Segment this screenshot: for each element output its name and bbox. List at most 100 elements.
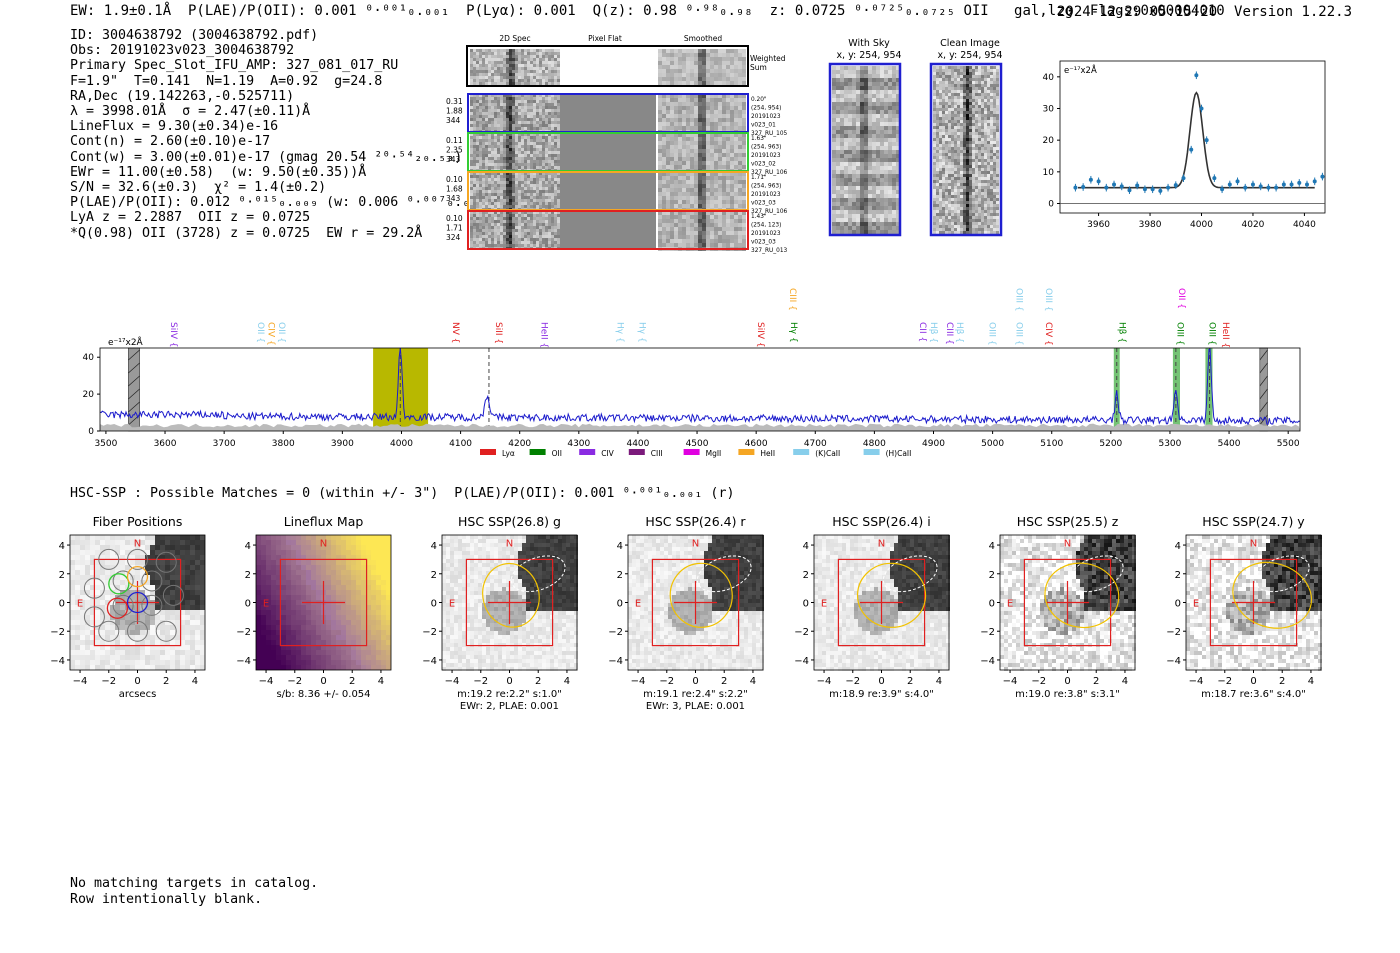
pixel [864,162,868,166]
pixel [864,106,868,110]
pixel [880,122,884,126]
pixel [948,150,951,153]
pixel [969,84,972,87]
pixel [864,74,868,78]
pixel [698,165,702,169]
pixel [836,102,840,106]
pixel [698,200,702,204]
pixel [479,202,482,205]
pixel [494,70,497,73]
pixel [996,159,999,162]
pixel [951,198,954,201]
pixel [936,180,939,183]
pixel [488,49,491,52]
pixel [491,187,494,190]
pixel [734,176,738,180]
pixel [888,130,892,134]
pixel [473,121,476,124]
pixel [527,232,530,235]
pixel [832,158,836,162]
pixel [954,126,957,129]
pixel [718,200,722,204]
pixel [557,223,560,226]
pixel [497,217,500,220]
pixel [494,136,497,139]
pixel [945,93,948,96]
pixel [686,157,690,161]
pixel [972,93,975,96]
pixel [722,243,726,247]
pixel [515,217,518,220]
pixel [872,118,876,122]
pixel [960,159,963,162]
pixel [702,215,706,219]
pixel [515,241,518,244]
pixel [738,149,742,153]
pixel [852,90,856,94]
pixel [542,238,545,241]
pixel [939,108,942,111]
pixel [933,135,936,138]
pixel [482,64,485,67]
pixel [506,49,509,52]
pixel [506,175,509,178]
pixel [852,74,856,78]
pixel [872,90,876,94]
pixel [536,67,539,70]
pixel [506,226,509,229]
pixel [888,218,892,222]
pixel [840,146,844,150]
pixel [658,223,662,227]
pixel [482,223,485,226]
pixel [880,178,884,182]
pixel [844,138,848,142]
pixel [506,163,509,166]
pixel [682,49,686,53]
pixel [710,102,714,106]
pixel [942,141,945,144]
pixel [491,124,494,127]
pixel [942,228,945,231]
pixel [860,206,864,210]
pixel [722,61,726,65]
pixel [951,159,954,162]
pixel [530,157,533,160]
pixel [957,108,960,111]
pixel [860,86,864,90]
pixel [957,120,960,123]
pixel [488,238,491,241]
pixel [718,157,722,161]
pixel [993,213,996,216]
pixel [518,175,521,178]
pixel [545,184,548,187]
pixel [730,153,734,157]
pixel [521,103,524,106]
pixel [957,87,960,90]
pixel [954,195,957,198]
pixel [521,115,524,118]
pixel [872,94,876,98]
pixel [718,110,722,114]
pixel [942,162,945,165]
pixel [662,122,666,126]
pixel [939,195,942,198]
pixel [892,102,896,106]
pixel [530,226,533,229]
pixel [840,210,844,214]
pixel [993,180,996,183]
pixel [872,106,876,110]
pixel [539,97,542,100]
pixel [993,222,996,225]
pixel [856,158,860,162]
pixel [554,82,557,85]
pixel [706,81,710,85]
pixel [730,94,734,98]
pixel [993,207,996,210]
pixel [738,231,742,235]
pixel [710,161,714,165]
pixel [990,168,993,171]
pixel [479,151,482,154]
pixel [503,196,506,199]
pixel [957,147,960,150]
pixel [512,127,515,130]
